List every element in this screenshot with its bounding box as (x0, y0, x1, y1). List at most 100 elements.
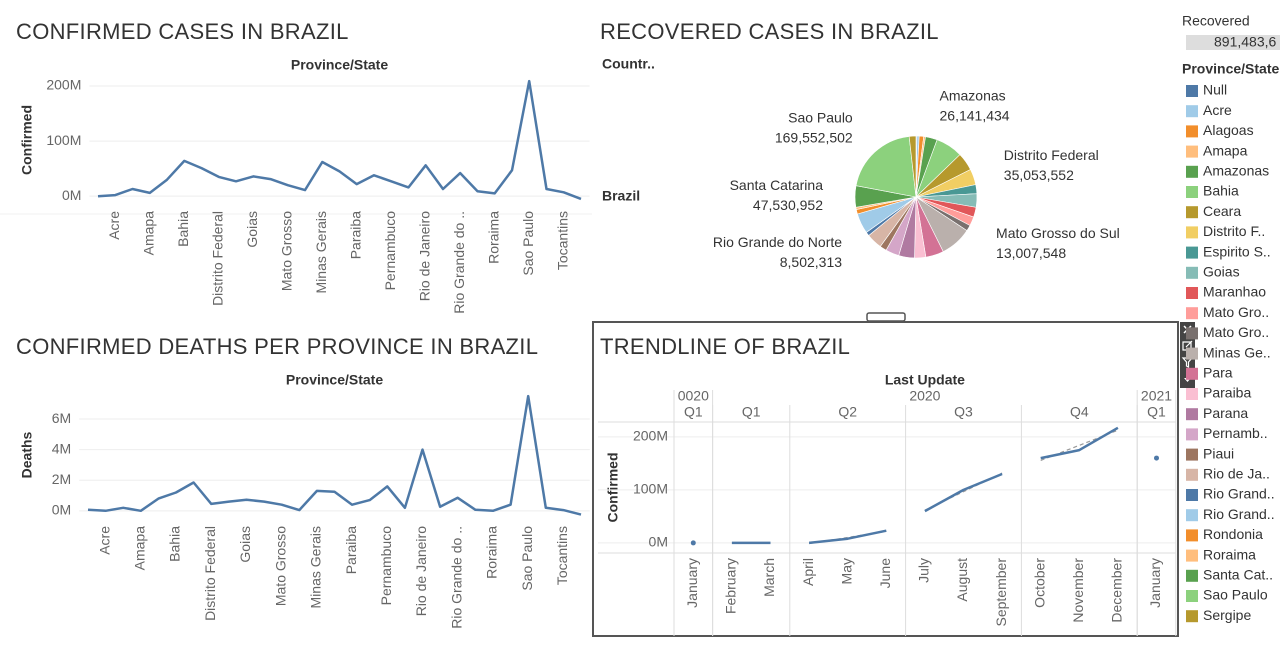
legend-swatch (1186, 610, 1198, 623)
x-axis-title: Last Update (885, 372, 965, 388)
y-axis-title: Deaths (19, 431, 35, 478)
slice-label-value: 13,007,548 (996, 245, 1066, 261)
legend-label: Minas Ge.. (1203, 344, 1271, 360)
legend-swatch (1186, 549, 1198, 562)
y-axis-title: Confirmed (19, 105, 35, 175)
year-label: 0020 (678, 388, 709, 404)
x-tick-label: July (916, 558, 932, 583)
legend-swatch (1186, 327, 1198, 340)
x-tick-label: Tocantins (554, 211, 570, 270)
y-tick-label: 100M (46, 132, 81, 148)
legend-label: Acre (1203, 102, 1232, 118)
legend-label: Espirito S.. (1203, 243, 1271, 259)
legend-label: Parana (1203, 405, 1248, 421)
quarter-label: Q2 (838, 404, 857, 420)
slice-label-value: 169,552,502 (775, 130, 853, 146)
legend-label: Ceara (1203, 203, 1241, 219)
y-tick-label: 200M (46, 77, 81, 93)
x-tick-label: March (761, 558, 777, 597)
legend-label: Rio Grand.. (1203, 506, 1275, 522)
x-tick-label: October (1031, 558, 1047, 608)
legend-swatch (1186, 529, 1198, 542)
x-tick-label: Rio Grande do .. (448, 526, 464, 629)
slice-label-name: Sao Paulo (788, 110, 853, 126)
x-tick-label: Distrito Federal (209, 211, 225, 306)
x-tick-label: Goias (237, 526, 253, 563)
slice-label-value: 8,502,313 (780, 254, 842, 270)
legend-label: Goias (1203, 264, 1240, 280)
legend-swatch (1186, 590, 1198, 602)
legend-swatch (1186, 226, 1198, 239)
legend-label: Rio Grand.. (1203, 486, 1275, 502)
slice-label-value: 47,530,952 (753, 197, 823, 213)
legend-swatch (1186, 428, 1198, 441)
filter-title: Recovered (1182, 13, 1250, 29)
legend-label: Rio de Ja.. (1203, 466, 1270, 482)
x-tick-label: Sao Paulo (520, 211, 536, 276)
x-tick-label: June (877, 558, 893, 589)
x-tick-label: Sao Paulo (519, 526, 535, 591)
pie-slice (855, 136, 917, 198)
legend-label: Bahia (1203, 183, 1239, 199)
data-line (924, 472, 1003, 513)
selected-panel-border (592, 321, 1179, 637)
y-tick-label: 0M (649, 534, 668, 550)
legend-swatch (1186, 509, 1198, 522)
legend-label: Mato Gro.. (1203, 304, 1269, 320)
data-point (1154, 455, 1159, 461)
chart-title: CONFIRMED DEATHS PER PROVINCE IN BRAZIL (16, 334, 538, 359)
legend-swatch (1186, 85, 1198, 97)
slice-label-name: Amazonas (940, 88, 1006, 104)
y-tick-label: 2M (52, 471, 71, 487)
y-tick-label: 0M (52, 502, 71, 518)
slice-label-name: Mato Grosso do Sul (996, 225, 1120, 241)
legend-swatch (1186, 367, 1198, 380)
legend-label: Roraima (1203, 546, 1256, 562)
legend-swatch (1186, 145, 1198, 158)
legend-swatch (1186, 105, 1198, 118)
legend-label: Alagoas (1203, 122, 1254, 138)
x-tick-label: Rio de Janeiro (416, 211, 432, 301)
legend-swatch (1186, 408, 1198, 421)
legend-title: Province/State (1182, 61, 1279, 77)
x-tick-label: Rio de Janeiro (413, 526, 429, 616)
y-tick-label: 200M (633, 428, 668, 444)
x-tick-label: Pernambuco (382, 211, 398, 291)
row-label: Brazil (602, 188, 640, 204)
x-tick-label: Mato Grosso (278, 211, 294, 291)
data-line (808, 529, 887, 545)
column-header: Countr.. (602, 56, 655, 72)
filter-box[interactable] (1186, 35, 1280, 50)
legend-swatch (1186, 266, 1198, 279)
x-tick-label: Rio Grande do .. (451, 211, 467, 314)
legend-swatch (1186, 246, 1198, 259)
resize-handle[interactable] (866, 312, 906, 322)
quarter-label: Q1 (1147, 404, 1166, 420)
x-tick-label: Distrito Federal (202, 526, 218, 621)
slice-label-value: 26,141,434 (940, 108, 1010, 124)
x-tick-label: Tocantins (554, 526, 570, 585)
x-tick-label: Amapa (132, 526, 148, 571)
x-tick-label: Amapa (140, 211, 156, 256)
legend-label: Maranhao (1203, 284, 1266, 300)
legend-swatch (1186, 347, 1198, 360)
chart-title: RECOVERED CASES IN BRAZIL (600, 19, 939, 44)
legend-swatch (1186, 125, 1198, 138)
slice-label-name: Santa Catarina (730, 177, 824, 193)
x-tick-label: January (684, 558, 700, 608)
legend-swatch (1186, 468, 1198, 481)
x-tick-label: Goias (244, 211, 260, 248)
x-tick-label: Roraima (484, 526, 500, 579)
x-tick-label: January (1147, 558, 1163, 608)
chart-title: CONFIRMED CASES IN BRAZIL (16, 19, 349, 44)
x-tick-label: Mato Grosso (272, 526, 288, 606)
slice-label-name: Rio Grande do Norte (713, 234, 842, 250)
x-axis-title: Province/State (291, 57, 388, 73)
y-tick-label: 100M (633, 481, 668, 497)
filter-value: 891,483,6 (1214, 34, 1276, 50)
x-axis-title: Province/State (286, 372, 383, 388)
pie-slice (908, 135, 917, 198)
year-label: 2020 (909, 388, 940, 404)
